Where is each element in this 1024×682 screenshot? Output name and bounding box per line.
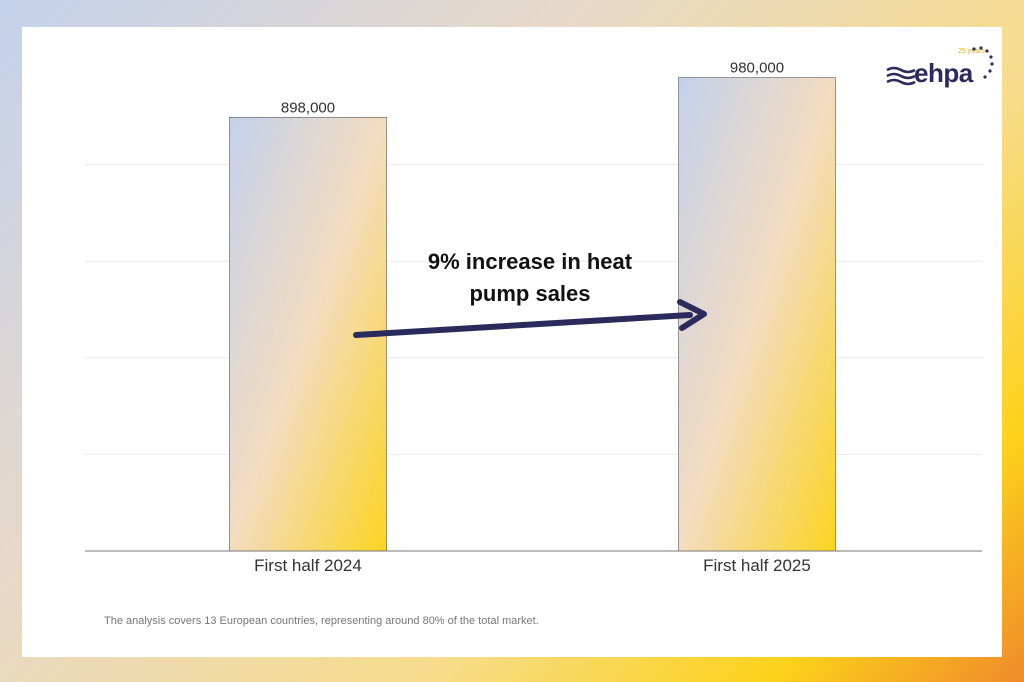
logo-sub: 25 years <box>958 48 985 55</box>
stars-icon <box>972 46 994 79</box>
category-label: First half 2024 <box>254 556 362 575</box>
value-label: 898,000 <box>281 99 335 116</box>
ehpa-logo: ehpa 25 years <box>886 46 998 90</box>
waves-icon <box>886 66 916 86</box>
logo-text: ehpa <box>914 58 973 88</box>
increase-arrow <box>353 299 707 338</box>
footnote: The analysis covers 13 European countrie… <box>104 615 539 627</box>
chart-card <box>22 27 1002 657</box>
category-label: First half 2025 <box>703 556 811 575</box>
value-label: 980,000 <box>730 60 784 77</box>
annotation: 9% increase in heat pump sales <box>427 249 633 306</box>
